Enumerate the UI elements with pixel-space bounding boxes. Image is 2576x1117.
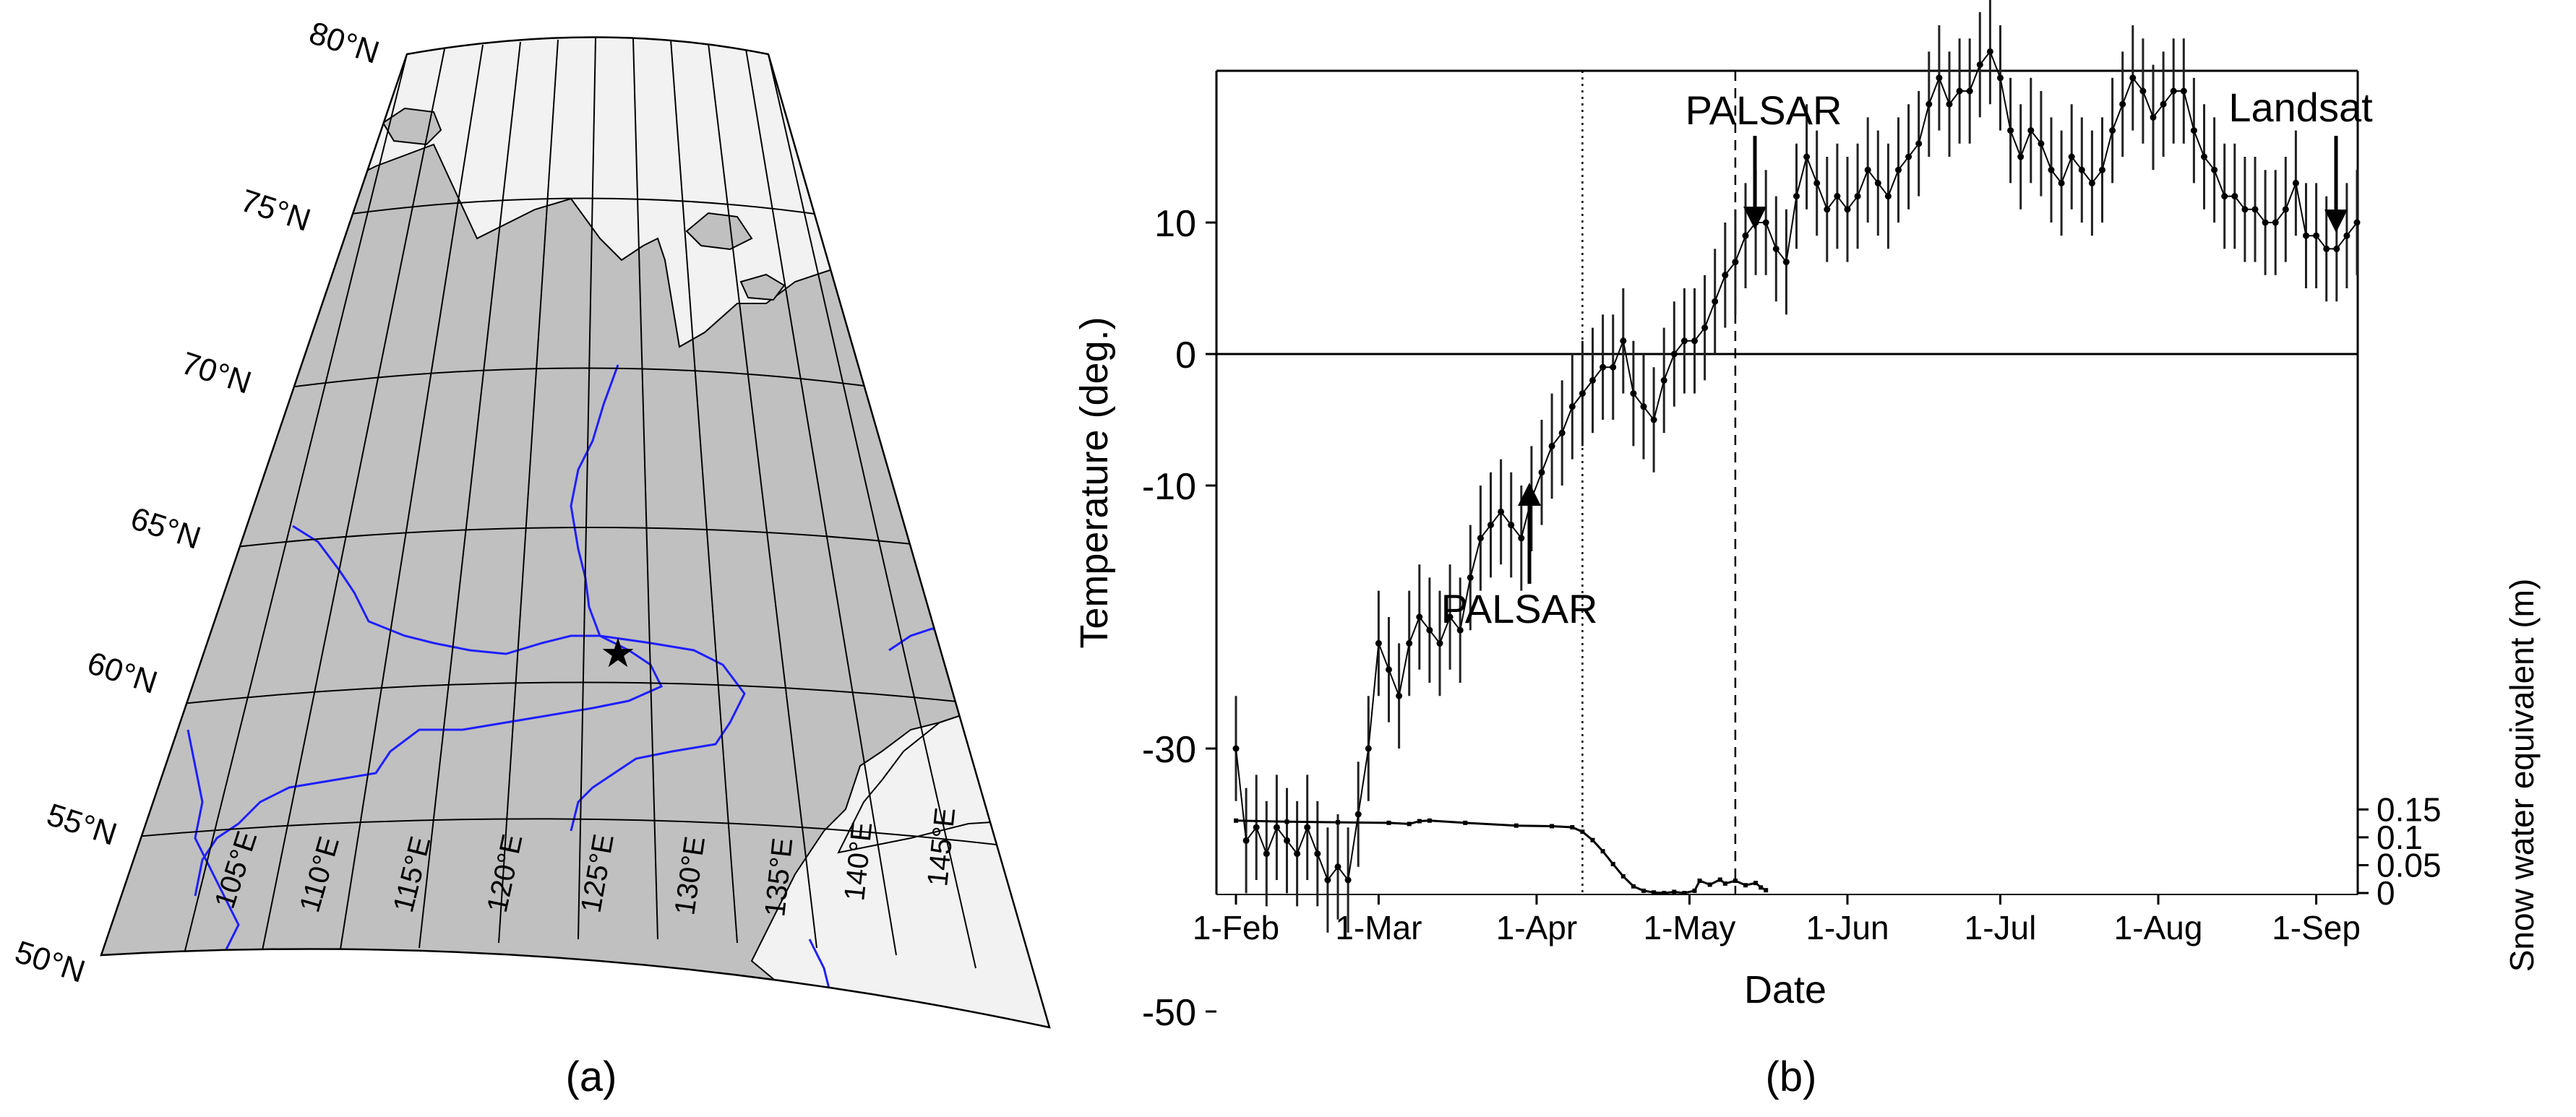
river-lena bbox=[194, 364, 664, 897]
meridian bbox=[498, 39, 559, 944]
temp-y-tick-label: 10 bbox=[1154, 203, 1196, 245]
x-tick-label: 1-Mar bbox=[1335, 909, 1422, 946]
swe-y-tick-label: 0.15 bbox=[2377, 790, 2442, 828]
x-axis-title: Date bbox=[1744, 968, 1826, 1012]
lat-label-70: 70°N bbox=[177, 345, 256, 401]
annotation-landsat: Landsat bbox=[2228, 85, 2373, 130]
meridian bbox=[708, 43, 817, 949]
swe-y-tick-label: 0.05 bbox=[2377, 846, 2442, 884]
y-axis-title-temperature: Temperature (deg.) bbox=[1073, 316, 1116, 648]
river-vilyuy bbox=[292, 525, 600, 655]
temp-y-tick-label: -10 bbox=[1142, 466, 1196, 508]
arrow-landsat-head bbox=[2324, 210, 2348, 233]
lat-label-55: 55°N bbox=[43, 797, 121, 853]
meridian bbox=[259, 48, 445, 962]
landmass bbox=[101, 143, 1049, 1027]
swe-point bbox=[1234, 818, 1238, 823]
meridian bbox=[745, 48, 897, 956]
island bbox=[685, 212, 753, 251]
x-tick-label: 1-Sep bbox=[2272, 909, 2361, 946]
lat-label-75: 75°N bbox=[236, 183, 315, 238]
temp-y-tick-label: -50 bbox=[1142, 992, 1196, 1034]
panel-b-caption: (b) bbox=[1766, 1053, 1817, 1100]
meridian bbox=[418, 41, 521, 949]
lat-line-60 bbox=[155, 681, 1016, 709]
lat-label-50: 50°N bbox=[11, 934, 90, 990]
meridian bbox=[632, 38, 658, 940]
lat-label-80: 80°N bbox=[305, 15, 384, 71]
swe-y-tick-label: 0.1 bbox=[2377, 819, 2423, 856]
swe-y-tick-label: 0 bbox=[2377, 874, 2395, 912]
x-tick-label: 1-Aug bbox=[2114, 909, 2203, 946]
x-tick-label: 1-May bbox=[1644, 909, 1736, 946]
lat-line-55 bbox=[119, 818, 1034, 850]
meridian bbox=[339, 44, 484, 954]
x-tick-label: 1-Jun bbox=[1806, 909, 1889, 946]
meridian bbox=[768, 53, 976, 969]
river-south bbox=[186, 729, 240, 954]
meridian bbox=[578, 38, 596, 940]
map-panel: ★ 80°N 75°N 70°N 65°N 60°N 55°N 50°N 105… bbox=[11, 15, 1051, 1100]
x-tick-label: 1-Feb bbox=[1193, 909, 1279, 946]
annotation-palsar-may: PALSAR bbox=[1686, 87, 1842, 133]
swe-series-line bbox=[1235, 819, 1766, 894]
swe-point bbox=[1764, 888, 1769, 893]
y-axis-title-swe: Snow water equivalent (m) bbox=[2503, 579, 2541, 972]
lat-line-70 bbox=[278, 367, 897, 391]
site-star-marker: ★ bbox=[600, 630, 636, 676]
lat-label-60: 60°N bbox=[83, 645, 162, 701]
lat-label-65: 65°N bbox=[126, 501, 205, 556]
temp-series-line bbox=[1235, 50, 2358, 882]
x-tick-label: 1-Apr bbox=[1496, 909, 1577, 946]
map-border bbox=[100, 36, 1051, 1029]
temp-y-tick-label: 0 bbox=[1175, 335, 1196, 376]
arrow-palsar-april-head bbox=[1518, 483, 1541, 506]
chart-dynamic: 30100-10-30-500.150.10.0501-Feb1-Mar1-Ap… bbox=[1142, 0, 2442, 1034]
river-aldan bbox=[570, 634, 746, 832]
annotation-palsar-april: PALSAR bbox=[1441, 586, 1598, 631]
arrow-palsar-may-head bbox=[1743, 207, 1766, 230]
x-tick-label: 1-Jul bbox=[1965, 909, 2037, 946]
chart-panel: 30100-10-30-500.150.10.0501-Feb1-Mar1-Ap… bbox=[1073, 0, 2541, 1100]
temp-y-tick-label: -30 bbox=[1142, 729, 1196, 771]
meridian bbox=[670, 39, 738, 944]
island bbox=[739, 273, 786, 301]
panel-a-caption: (a) bbox=[566, 1053, 617, 1100]
lat-line-65 bbox=[216, 527, 958, 550]
meridian bbox=[180, 53, 408, 969]
